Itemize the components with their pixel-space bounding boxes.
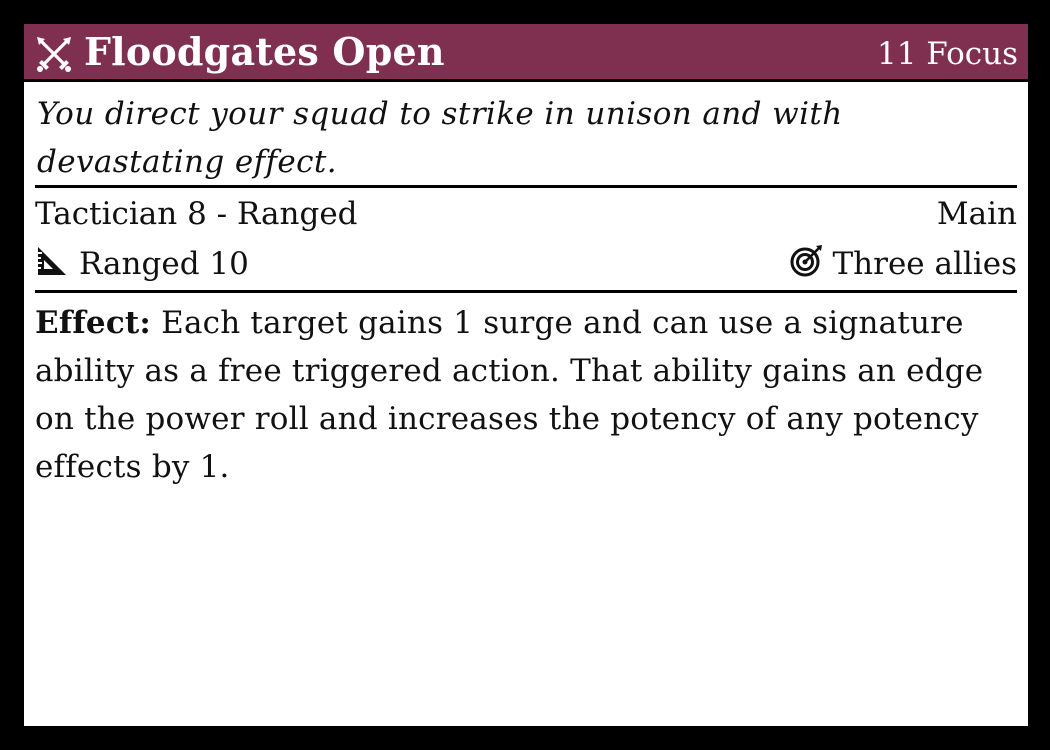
- effect-body: Each target gains 1 surge and can use a …: [35, 305, 984, 485]
- crossed-swords-icon: [34, 34, 74, 74]
- divider: [35, 290, 1017, 293]
- target-icon: [789, 244, 823, 278]
- card-header: Floodgates Open 11 Focus: [24, 24, 1028, 82]
- distance: Ranged 10: [35, 244, 249, 284]
- ability-title: Floodgates Open: [84, 29, 445, 74]
- flavor-text: You direct your squad to strike in uniso…: [37, 96, 843, 180]
- target: Three allies: [789, 244, 1018, 284]
- divider: [35, 185, 1017, 188]
- effect-label: Effect:: [35, 305, 152, 341]
- ability-card: Floodgates Open 11 Focus You direct your…: [21, 21, 1031, 729]
- distance-label: Ranged 10: [79, 246, 249, 282]
- action-type: Main: [936, 196, 1017, 232]
- target-label: Three allies: [832, 246, 1018, 282]
- ability-keywords: Tactician 8 - Ranged: [35, 196, 358, 232]
- ability-cost: 11 Focus: [876, 36, 1018, 72]
- effect-text: Effect: Each target gains 1 surge and ca…: [35, 299, 1019, 491]
- ruler-triangle-icon: [35, 244, 69, 278]
